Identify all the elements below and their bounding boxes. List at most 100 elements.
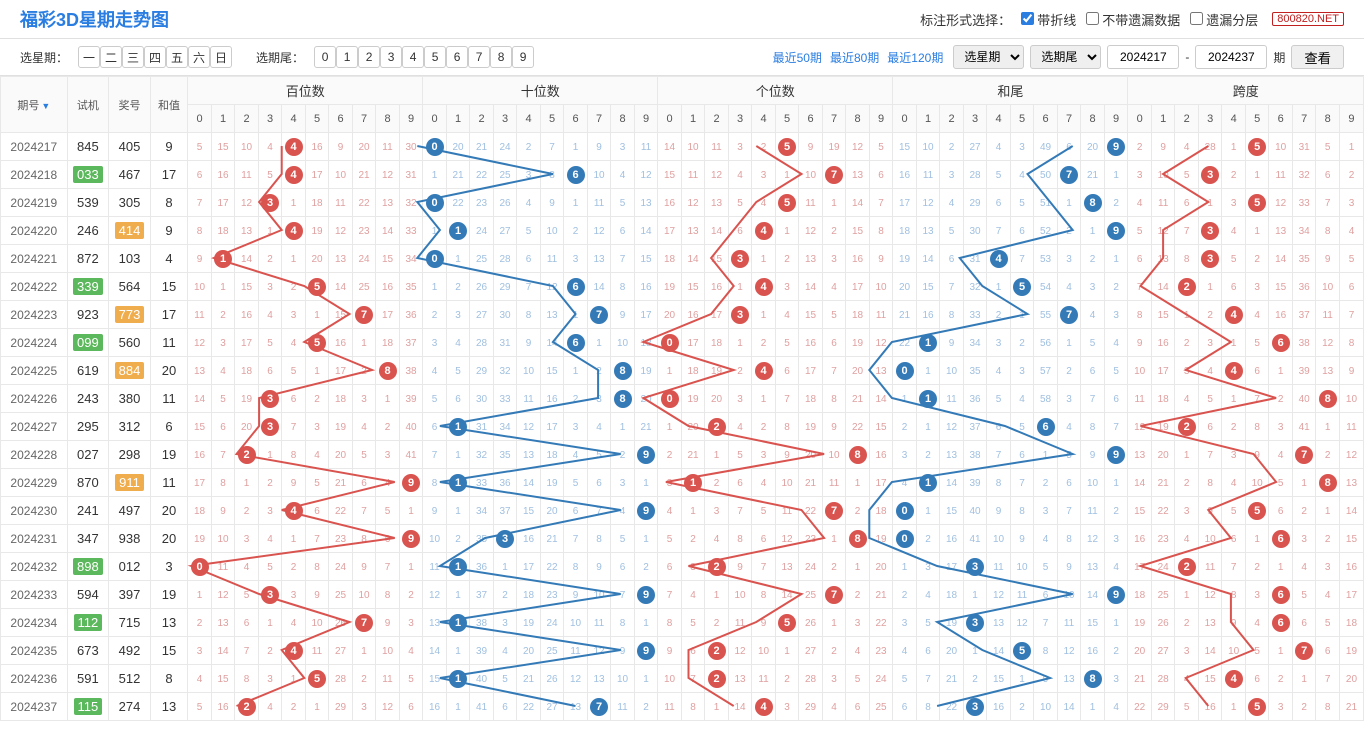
cell-miss: 12 <box>940 413 964 441</box>
cell-miss: 2 <box>1316 525 1340 553</box>
weekday-二[interactable]: 二 <box>100 46 122 68</box>
range-to[interactable] <box>1195 45 1267 69</box>
cell-miss: 1 <box>305 693 329 721</box>
ball-u: 2 <box>708 558 726 576</box>
view-button[interactable]: 查看 <box>1291 45 1344 69</box>
cell-miss: 14 <box>728 693 752 721</box>
ball-k: 4 <box>1225 670 1243 688</box>
ball-u: 5 <box>778 194 796 212</box>
cell-hit: 5 <box>305 273 329 301</box>
cell-miss: 11 <box>1128 385 1152 413</box>
weekday-六[interactable]: 六 <box>188 46 210 68</box>
cell-sum: 19 <box>150 441 187 469</box>
cell-miss: 6 <box>611 217 635 245</box>
cell-miss: 23 <box>540 581 564 609</box>
quick-最近120期[interactable]: 最近120期 <box>887 51 943 65</box>
tail-7[interactable]: 7 <box>468 46 490 68</box>
cell-miss: 14 <box>188 385 212 413</box>
cell-miss: 21 <box>1151 469 1175 497</box>
cb-polyline[interactable] <box>1021 12 1034 25</box>
cell-hit: 9 <box>634 581 658 609</box>
weekday-一[interactable]: 一 <box>78 46 100 68</box>
cell-miss: 3 <box>399 609 423 637</box>
cb-nomiss[interactable] <box>1086 12 1099 25</box>
cb-layer[interactable] <box>1190 12 1203 25</box>
cell-miss: 6 <box>1128 245 1152 273</box>
cell-miss: 3 <box>188 637 212 665</box>
cb-nomiss-wrap[interactable]: 不带遗漏数据 <box>1082 9 1180 29</box>
cb-polyline-wrap[interactable]: 带折线 <box>1017 9 1076 29</box>
page-title: 福彩3D星期走势图 <box>20 6 169 32</box>
range-from[interactable] <box>1107 45 1179 69</box>
cell-miss: 3 <box>1269 413 1293 441</box>
cell-miss: 16 <box>681 301 705 329</box>
cell-miss: 11 <box>587 189 611 217</box>
cell-miss: 1 <box>1316 497 1340 525</box>
select-tail[interactable]: 选期尾 <box>1030 45 1101 69</box>
cell-miss: 13 <box>728 665 752 693</box>
cell-miss: 5 <box>211 385 235 413</box>
cell-miss: 2 <box>1104 189 1128 217</box>
tail-1[interactable]: 1 <box>336 46 358 68</box>
cell-miss: 15 <box>846 217 870 245</box>
ball-u: 5 <box>778 138 796 156</box>
cell-miss: 4 <box>1175 385 1199 413</box>
cell-miss: 1 <box>1104 469 1128 497</box>
cell-miss: 4 <box>728 161 752 189</box>
tail-4[interactable]: 4 <box>402 46 424 68</box>
cell-miss: 7 <box>423 441 447 469</box>
cell-miss: 2 <box>399 581 423 609</box>
cell-miss: 5 <box>822 301 846 329</box>
tail-6[interactable]: 6 <box>446 46 468 68</box>
display-options: 标注形式选择： 带折线 不带遗漏数据 遗漏分层 800820.NET <box>920 9 1344 29</box>
cell-miss: 5 <box>752 497 776 525</box>
cell-miss: 1 <box>752 385 776 413</box>
weekday-四[interactable]: 四 <box>144 46 166 68</box>
cell-miss: 22 <box>799 497 823 525</box>
th-issue[interactable]: 期号▼ <box>1 77 68 133</box>
cell-miss: 17 <box>799 357 823 385</box>
ball-s: 8 <box>1084 194 1102 212</box>
tail-0[interactable]: 0 <box>314 46 336 68</box>
tail-5[interactable]: 5 <box>424 46 446 68</box>
th-digit: 0 <box>423 105 447 133</box>
weekday-三[interactable]: 三 <box>122 46 144 68</box>
tail-3[interactable]: 3 <box>380 46 402 68</box>
cell-miss: 9 <box>423 497 447 525</box>
cell-miss: 4 <box>1222 217 1246 245</box>
range-unit: 期 <box>1273 49 1285 66</box>
cell-miss: 4 <box>235 553 259 581</box>
cell-miss: 1 <box>282 665 306 693</box>
cell-miss: 5 <box>1245 637 1269 665</box>
tail-8[interactable]: 8 <box>490 46 512 68</box>
cell-hit: 8 <box>611 357 635 385</box>
weekday-日[interactable]: 日 <box>210 46 232 68</box>
cell-test: 246 <box>67 217 109 245</box>
cell-miss: 24 <box>869 665 893 693</box>
cell-miss: 21 <box>329 469 353 497</box>
cell-miss: 18 <box>188 497 212 525</box>
cell-miss: 3 <box>1316 553 1340 581</box>
cb-layer-wrap[interactable]: 遗漏分层 <box>1186 9 1258 29</box>
tail-2[interactable]: 2 <box>358 46 380 68</box>
quick-最近50期[interactable]: 最近50期 <box>773 51 822 65</box>
cell-miss: 18 <box>1151 385 1175 413</box>
cell-issue: 2024219 <box>1 189 68 217</box>
cell-miss: 24 <box>799 553 823 581</box>
cell-miss: 4 <box>564 441 588 469</box>
cell-sum: 8 <box>150 189 187 217</box>
ball-s: 5 <box>1013 278 1031 296</box>
quick-最近80期[interactable]: 最近80期 <box>830 51 879 65</box>
tail-9[interactable]: 9 <box>512 46 534 68</box>
cell-miss: 34 <box>1292 217 1316 245</box>
cell-miss: 16 <box>211 693 235 721</box>
cell-issue: 2024230 <box>1 497 68 525</box>
select-week[interactable]: 选星期 <box>953 45 1024 69</box>
cell-miss: 38 <box>963 441 987 469</box>
cell-miss: 2 <box>493 581 517 609</box>
cell-miss: 1 <box>305 357 329 385</box>
ball-k: 7 <box>1295 642 1313 660</box>
cell-miss: 39 <box>399 385 423 413</box>
cell-miss: 12 <box>799 217 823 245</box>
weekday-五[interactable]: 五 <box>166 46 188 68</box>
